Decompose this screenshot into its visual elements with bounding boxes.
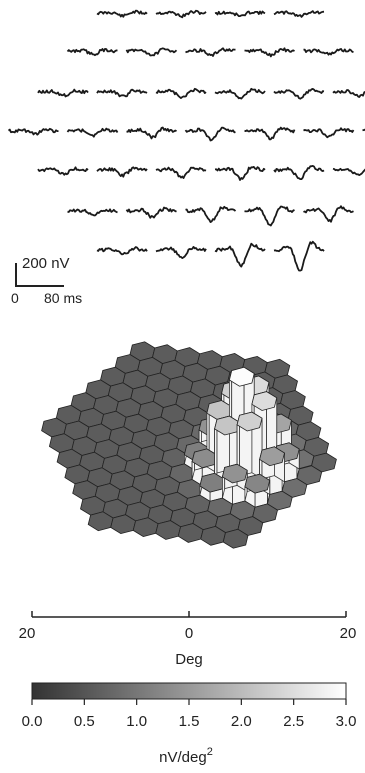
response-trace [185, 205, 237, 223]
response-trace [244, 47, 295, 58]
colorbar-tick-label: 1.0 [126, 713, 147, 730]
colorbar-tick-label: 0.0 [22, 713, 43, 730]
colorbar-label-sup: 2 [207, 746, 213, 758]
response-trace [155, 246, 207, 259]
response-trace [332, 167, 365, 176]
response-trace [185, 47, 236, 57]
x-axis-label: Deg [175, 651, 203, 668]
response-trace [125, 47, 178, 57]
response-trace [155, 166, 207, 179]
response-trace [66, 127, 119, 138]
colorbar-tick-label: 2.0 [231, 713, 252, 730]
response-trace [66, 48, 118, 57]
response-trace [214, 10, 266, 17]
scale-time-zero-label: 0 [11, 290, 19, 306]
response-trace [244, 126, 296, 141]
scale-bar: 200 nV 0 80 ms [11, 255, 82, 306]
response-trace [214, 166, 266, 181]
hex-cell [251, 391, 278, 411]
response-trace [96, 246, 148, 256]
response-trace [273, 88, 325, 100]
colorbar-label-text: nV/deg [159, 749, 207, 766]
response-trace [125, 206, 177, 219]
response-trace [96, 166, 148, 178]
trace-array [7, 9, 365, 272]
x-axis: 20 0 20 Deg [19, 611, 357, 668]
scale-time-label: 80 ms [44, 290, 82, 306]
x-tick-label-mid: 0 [185, 625, 193, 642]
response-trace [7, 127, 59, 136]
response-trace [244, 205, 295, 227]
hex-cell [236, 411, 263, 432]
x-tick-label-right: 20 [340, 625, 357, 642]
response-trace [303, 48, 354, 56]
response-trace [184, 126, 236, 142]
response-trace [96, 88, 148, 98]
colorbar-tick-label: 2.5 [283, 713, 304, 730]
colorbar: 0.0 0.5 1.0 1.5 2.0 2.5 3.0 nV/deg2 [22, 682, 357, 766]
colorbar-label: nV/deg2 [159, 746, 213, 766]
response-trace [155, 87, 207, 99]
colorbar-ticks: 0.0 0.5 1.0 1.5 2.0 2.5 3.0 [22, 699, 357, 730]
hex-cell [221, 463, 248, 484]
hex-cell [222, 528, 249, 549]
response-trace [273, 240, 325, 272]
response-trace [273, 165, 325, 180]
scale-amplitude-label: 200 nV [22, 255, 70, 272]
response-trace [37, 166, 89, 176]
hex-cell [228, 366, 255, 387]
response-trace [67, 208, 118, 217]
response-trace [303, 205, 354, 223]
response-trace [332, 89, 365, 98]
density-topography [41, 341, 337, 549]
response-trace [214, 87, 266, 100]
response-trace [126, 126, 177, 140]
response-trace [96, 9, 148, 18]
x-tick-label-left: 20 [19, 625, 36, 642]
response-trace [37, 88, 89, 98]
response-trace [155, 9, 207, 19]
response-trace [303, 127, 355, 139]
response-trace [214, 242, 266, 268]
colorbar-gradient [31, 682, 347, 700]
hex-cell [259, 446, 285, 467]
hex-cell [244, 473, 271, 494]
colorbar-tick-label: 1.5 [179, 713, 200, 730]
colorbar-tick-label: 0.5 [74, 713, 95, 730]
colorbar-tick-label: 3.0 [336, 713, 357, 730]
response-trace [273, 10, 325, 18]
